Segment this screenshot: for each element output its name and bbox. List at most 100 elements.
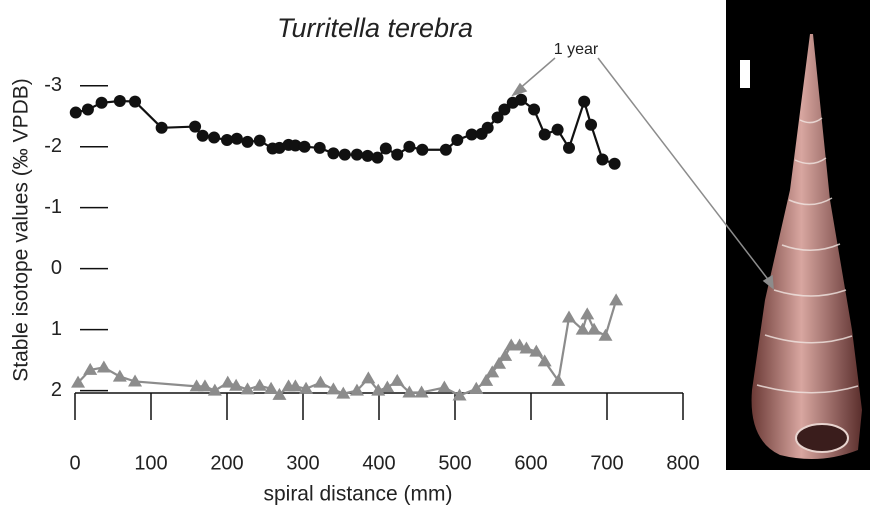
- circle-marker: [350, 148, 363, 161]
- x-tick-label: 600: [514, 452, 547, 474]
- circle-marker: [155, 121, 168, 134]
- y-axis-label: Stable isotope values (‰ VPDB): [10, 78, 33, 381]
- triangle-marker: [71, 375, 86, 388]
- annotation: 1 year: [554, 41, 599, 58]
- triangle-marker: [437, 380, 452, 393]
- circle-marker: [578, 95, 591, 108]
- circle-marker: [371, 151, 384, 164]
- x-tick-label: 0: [69, 452, 80, 474]
- circle-marker: [439, 143, 452, 156]
- circle-marker: [189, 120, 202, 133]
- circle-marker: [563, 141, 575, 154]
- y-tick-label: 0: [51, 257, 62, 279]
- triangle-marker: [587, 322, 602, 335]
- triangle-marker: [537, 354, 552, 367]
- x-tick-label: 800: [666, 452, 699, 474]
- y-tick-label: 2: [51, 379, 62, 401]
- circle-marker: [273, 141, 286, 154]
- triangle-marker: [469, 381, 484, 394]
- triangle-marker: [240, 382, 255, 395]
- circle-marker: [391, 148, 404, 161]
- x-tick-label: 300: [286, 452, 319, 474]
- circle-marker: [608, 157, 621, 170]
- y-tick-label: 1: [51, 318, 62, 340]
- x-tick-label: 400: [362, 452, 395, 474]
- circle-marker: [289, 139, 302, 152]
- circle-marker: [113, 94, 126, 107]
- triangle-marker: [498, 348, 513, 361]
- circle-marker: [538, 128, 551, 141]
- annotation-arrows: [511, 57, 774, 290]
- triangle-marker: [452, 388, 467, 401]
- triangle-marker: [96, 360, 111, 373]
- circle-marker: [361, 149, 374, 162]
- triangle-marker: [529, 344, 544, 357]
- circle-marker: [196, 129, 209, 142]
- triangle-marker: [390, 373, 405, 386]
- triangle-marker: [380, 380, 395, 393]
- circle-marker: [95, 96, 108, 109]
- triangle-marker: [414, 385, 429, 398]
- circle-marker: [491, 111, 504, 124]
- triangle-marker: [220, 375, 235, 388]
- circle-marker: [253, 134, 266, 147]
- triangle-marker: [361, 371, 376, 384]
- circle-marker: [515, 93, 528, 106]
- circle-marker: [403, 140, 416, 153]
- triangle-marker: [479, 373, 494, 386]
- triangle-marker: [252, 378, 267, 391]
- triangle-marker: [575, 322, 590, 335]
- triangle-marker: [349, 383, 364, 396]
- circle-marker: [465, 128, 478, 141]
- circle-marker: [230, 132, 243, 145]
- triangle-marker: [264, 381, 279, 394]
- triangle-marker: [299, 381, 314, 394]
- x-tick-label: 500: [438, 452, 471, 474]
- x-axis-label: spiral distance (mm): [263, 483, 452, 506]
- circle-marker: [221, 134, 233, 146]
- triangle-marker: [229, 378, 244, 391]
- circle-marker: [327, 147, 340, 160]
- circle-marker: [451, 134, 464, 146]
- circle-marker: [338, 148, 351, 161]
- circle-marker: [298, 140, 311, 153]
- triangle-marker: [326, 382, 341, 395]
- circle-marker: [416, 143, 429, 156]
- circle-marker: [69, 106, 82, 119]
- circle-marker: [379, 142, 392, 155]
- x-tick-label: 700: [590, 452, 623, 474]
- circle-marker: [528, 103, 541, 116]
- triangle-marker: [598, 328, 613, 341]
- triangle-marker: [288, 379, 303, 392]
- triangle-marker: [485, 365, 500, 378]
- triangle-marker: [83, 362, 98, 375]
- triangle-marker: [313, 375, 328, 388]
- triangle-marker: [402, 385, 417, 398]
- triangle-marker: [112, 369, 127, 382]
- triangle-marker: [336, 386, 351, 399]
- triangle-marker: [197, 379, 212, 392]
- shell-photo: [726, 0, 870, 470]
- triangle-marker: [492, 356, 507, 369]
- y-tick-label: -2: [44, 135, 62, 157]
- circle-marker: [81, 103, 94, 116]
- chart-title: Turritella terebra: [277, 13, 473, 43]
- x-tick-label: 200: [210, 452, 243, 474]
- y-tick-label: -3: [44, 74, 62, 96]
- y-tick-label: -1: [44, 196, 62, 218]
- triangle-marker: [128, 374, 143, 387]
- circle-marker: [596, 153, 609, 166]
- triangle-marker: [207, 383, 222, 396]
- triangle-marker: [519, 341, 534, 354]
- triangle-marker: [551, 373, 566, 386]
- triangle-marker: [371, 383, 386, 396]
- x-tick-label: 100: [134, 452, 167, 474]
- triangle-marker: [272, 387, 287, 400]
- circle-marker: [129, 95, 142, 108]
- triangle-marker: [609, 293, 624, 306]
- circle-marker: [241, 135, 254, 148]
- circle-marker: [551, 123, 564, 136]
- circle-marker: [313, 141, 326, 154]
- circle-marker: [585, 118, 598, 131]
